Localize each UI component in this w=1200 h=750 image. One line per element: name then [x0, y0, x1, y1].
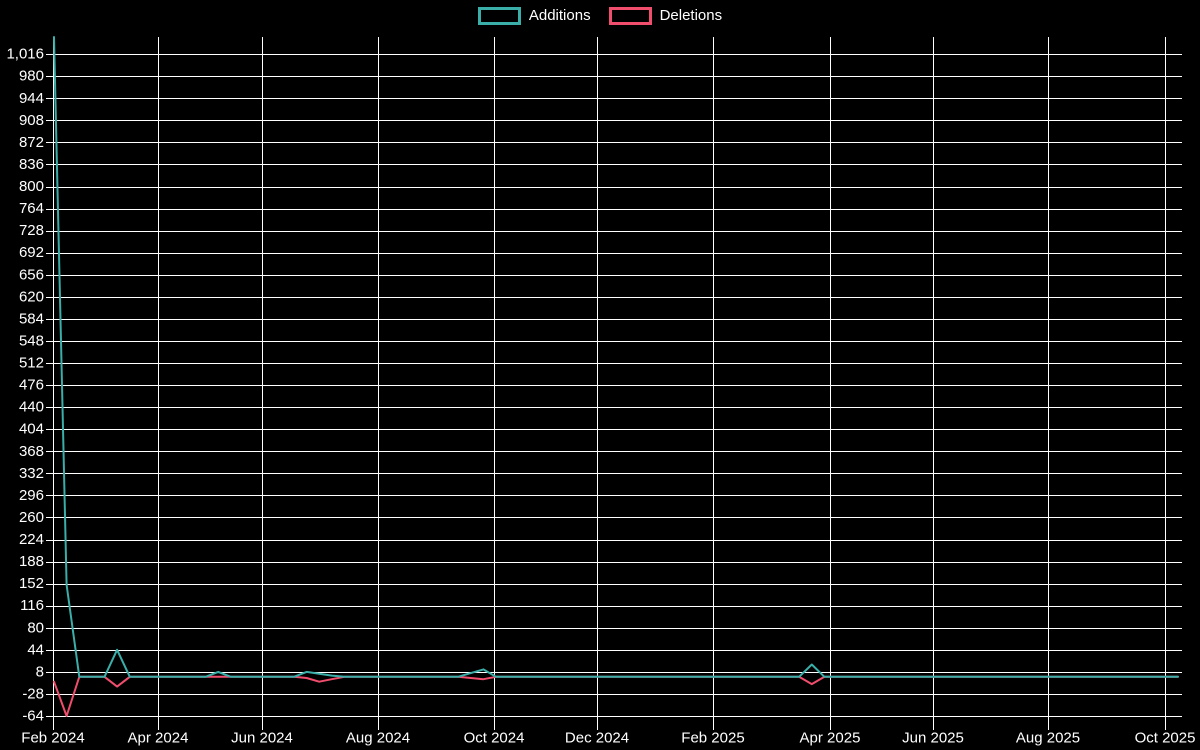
x-axis-tick-label: Jun 2025: [902, 730, 964, 747]
y-axis-tick-label: 404: [19, 421, 44, 438]
x-axis-tick-label: Dec 2024: [565, 730, 629, 747]
legend-item-additions[interactable]: Additions: [477, 6, 591, 26]
y-axis-tick-label: -28: [22, 685, 44, 702]
y-axis-tick-label: -64: [22, 708, 44, 725]
x-axis-tick-label: Feb 2024: [21, 730, 84, 747]
y-axis-tick-label: 332: [19, 465, 44, 482]
y-axis-tick-label: 296: [19, 487, 44, 504]
x-axis-tick-label: Feb 2025: [681, 730, 744, 747]
y-axis-tick-label: 80: [27, 619, 44, 636]
y-axis-tick-label: 368: [19, 443, 44, 460]
y-axis-tick-label: 188: [19, 553, 44, 570]
chart-legend: Additions Deletions: [0, 6, 1200, 26]
y-axis-tick-label: 620: [19, 288, 44, 305]
y-axis-tick-label: 944: [19, 90, 44, 107]
legend-label-additions: Additions: [528, 7, 591, 24]
y-axis-tick-label: 1,016: [6, 46, 44, 63]
y-axis-tick-label: 440: [19, 399, 44, 416]
y-axis-tick-label: 692: [19, 244, 44, 261]
x-axis-tick-label: Apr 2025: [800, 730, 861, 747]
y-axis-tick-label: 224: [19, 531, 44, 548]
x-axis-tick-label: Apr 2024: [128, 730, 189, 747]
legend-label-deletions: Deletions: [659, 7, 723, 24]
x-axis-tick-label: Aug 2024: [346, 730, 410, 747]
y-axis-tick-label: 8: [36, 663, 44, 680]
y-axis-tick-label: 512: [19, 355, 44, 372]
x-axis-tick-label: Oct 2024: [464, 730, 525, 747]
x-axis-tick-label: Oct 2025: [1135, 730, 1196, 747]
y-axis-tick-label: 764: [19, 200, 44, 217]
y-axis-tick-label: 872: [19, 134, 44, 151]
deletions-swatch-icon: [608, 7, 652, 25]
additions-swatch-icon: [477, 7, 521, 25]
y-axis-tick-label: 548: [19, 332, 44, 349]
y-axis-tick-label: 476: [19, 377, 44, 394]
deletions-line: [53, 675, 1179, 717]
x-axis-tick-label: Jun 2024: [231, 730, 293, 747]
y-axis-tick-label: 584: [19, 310, 44, 327]
y-axis-tick-label: 908: [19, 112, 44, 129]
y-axis-tick-label: 260: [19, 509, 44, 526]
legend-item-deletions[interactable]: Deletions: [608, 6, 723, 26]
y-axis-tick-label: 728: [19, 222, 44, 239]
y-axis-tick-label: 836: [19, 156, 44, 173]
y-axis-tick-label: 44: [27, 641, 44, 658]
y-axis-tick-label: 980: [19, 68, 44, 85]
y-axis-tick-label: 800: [19, 178, 44, 195]
y-axis-tick-label: 656: [19, 266, 44, 283]
y-axis-tick-label: 116: [20, 597, 44, 614]
y-axis-tick-label: 152: [19, 575, 44, 592]
x-axis-tick-label: Aug 2025: [1016, 730, 1080, 747]
additions-line: [53, 36, 1179, 678]
